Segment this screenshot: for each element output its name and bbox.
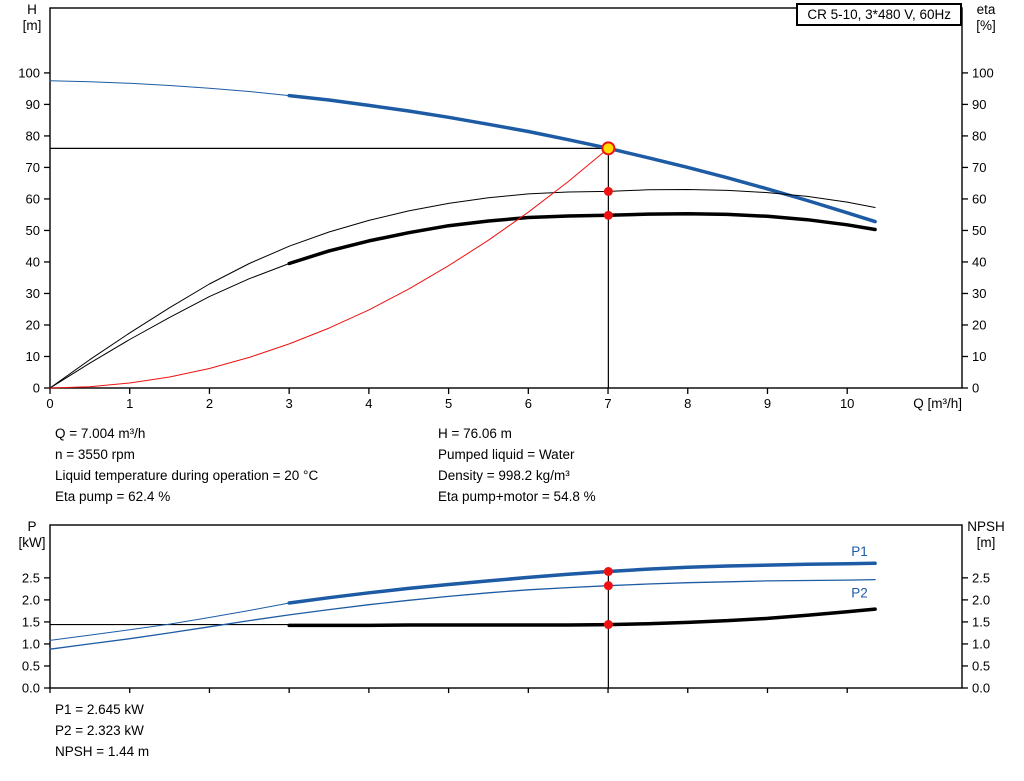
- y-tick-label-right: 2.0: [972, 592, 990, 607]
- head-efficiency-chart: 0 1 2 3 4 5 6 7 8 9 10 0 0 10 10 20 20 30 30 40 40 50 50 60 60 70…: [18, 2, 996, 411]
- npsh-curve: [287, 607, 877, 628]
- p2-label: P2: [851, 586, 868, 601]
- y-right-axis-unit: [%]: [976, 18, 996, 33]
- speed-value: n = 3550 rpm: [55, 447, 135, 462]
- p2-curve: [49, 578, 876, 650]
- npsh-duty-point: [603, 620, 613, 630]
- y-tick-label-right: 1.5: [972, 614, 990, 629]
- y-tick-label-right: 0.5: [972, 658, 990, 673]
- y-tick-label-left: 20: [26, 317, 40, 332]
- x-tick-label: 3: [286, 396, 293, 411]
- y-tick-label-right: 50: [972, 223, 986, 238]
- y-tick-label-left: 40: [26, 254, 40, 269]
- y-tick-label-left: 70: [26, 160, 40, 175]
- duty-point[interactable]: [601, 141, 616, 156]
- y-right-axis-title: eta: [977, 2, 996, 17]
- y-tick-label-left: 30: [26, 286, 40, 301]
- duty-info-left-column: Q = 7.004 m³/h n = 3550 rpm Liquid tempe…: [55, 423, 318, 507]
- y-tick-label-left: 90: [26, 97, 40, 112]
- system-curve: [49, 147, 609, 389]
- y-tick-label-right: 60: [972, 191, 986, 206]
- y-right-axis-unit: [m]: [977, 535, 996, 550]
- x-tick-label: 2: [206, 396, 213, 411]
- pumped-liquid-value: Pumped liquid = Water: [438, 447, 575, 462]
- eta-pump-motor-value: Eta pump+motor = 54.8 %: [438, 489, 596, 504]
- eta-pump-duty-point: [603, 186, 613, 196]
- y-tick-label-left: 0.5: [22, 658, 40, 673]
- y-tick-label-right: 80: [972, 128, 986, 143]
- y-tick-label-right: 100: [972, 65, 994, 80]
- head-value: H = 76.06 m: [438, 426, 512, 441]
- x-axis-title: Q [m³/h]: [913, 396, 962, 411]
- y-tick-label-right: 30: [972, 286, 986, 301]
- y-left-axis-title: H: [27, 2, 37, 17]
- y-tick-label-right: 20: [972, 317, 986, 332]
- eta-pump-motor-curve: [287, 212, 877, 266]
- y-left-axis-unit: [kW]: [19, 535, 46, 550]
- y-tick-label-right: 1.0: [972, 636, 990, 651]
- eta-pump-curve: [49, 189, 876, 389]
- p1-curve: [287, 561, 877, 605]
- x-tick-label: 7: [604, 396, 611, 411]
- power-npsh-chart: 0.0 0.0 0.5 0.5 1.0 1.0 1.5 1.5 2.0 2.0 2.5 2.5 P [kW…: [0, 510, 1024, 706]
- y-tick-label-right: 0: [972, 381, 979, 396]
- power-npsh-chart-svg: 0.0 0.0 0.5 0.5 1.0 1.0 1.5 1.5 2.0 2.0 2.5 2.5 P[kW…: [19, 519, 1005, 696]
- y-right-axis-title: NPSH: [967, 519, 1005, 534]
- y-tick-label-left: 80: [26, 128, 40, 143]
- p2-value: P2 = 2.323 kW: [55, 723, 144, 738]
- y-tick-label-right: 70: [972, 160, 986, 175]
- y-left-axis-title: P: [27, 519, 36, 534]
- x-tick-label: 10: [840, 396, 854, 411]
- y-tick-label-left: 1.0: [22, 636, 40, 651]
- y-tick-label-right: 90: [972, 97, 986, 112]
- y-tick-label-right: 2.5: [972, 570, 990, 585]
- eta-pump-motor-curve-low-flow: [49, 263, 290, 389]
- y-tick-label-right: 0.0: [972, 681, 990, 696]
- x-tick-label: 9: [764, 396, 771, 411]
- x-tick-label: 5: [445, 396, 452, 411]
- p1-curve-low-flow: [49, 602, 290, 641]
- x-tick-label: 6: [525, 396, 532, 411]
- y-tick-label-left: 1.5: [22, 614, 40, 629]
- y-tick-label-left: 2.0: [22, 592, 40, 607]
- p1-duty-point: [603, 566, 613, 576]
- flow-value: Q = 7.004 m³/h: [55, 426, 146, 441]
- density-value: Density = 998.2 kg/m³: [438, 468, 570, 483]
- y-tick-label-left: 0.0: [22, 681, 40, 696]
- power-info-column: P1 = 2.645 kW P2 = 2.323 kW NPSH = 1.44 …: [55, 699, 149, 762]
- p2-duty-point: [603, 581, 613, 591]
- y-tick-label-left: 50: [26, 223, 40, 238]
- x-tick-label: 4: [365, 396, 372, 411]
- p1-value: P1 = 2.645 kW: [55, 702, 144, 717]
- plot-frame: [49, 524, 963, 689]
- y-tick-label-left: 2.5: [22, 570, 40, 585]
- liquid-temperature-value: Liquid temperature during operation = 20…: [55, 468, 319, 483]
- y-tick-label-right: 40: [972, 254, 986, 269]
- y-tick-label-left: 0: [33, 381, 40, 396]
- y-tick-label-right: 10: [972, 349, 986, 364]
- p1-label: P1: [851, 544, 868, 559]
- eta-pump-motor-duty-point: [603, 210, 613, 220]
- head-curve-low-flow: [49, 80, 290, 97]
- x-tick-label: 8: [684, 396, 691, 411]
- y-tick-label-left: 100: [18, 65, 40, 80]
- y-left-axis-unit: [m]: [23, 18, 42, 33]
- y-tick-label-left: 10: [26, 349, 40, 364]
- y-tick-label-left: 60: [26, 191, 40, 206]
- npsh-value: NPSH = 1.44 m: [55, 744, 150, 759]
- duty-info-right-column: H = 76.06 m Pumped liquid = Water Densit…: [438, 423, 596, 507]
- plot-frame: [49, 7, 963, 389]
- eta-pump-value: Eta pump = 62.4 %: [55, 489, 171, 504]
- x-tick-label: 1: [126, 396, 133, 411]
- x-tick-label: 0: [46, 396, 53, 411]
- pump-model-title: CR 5-10, 3*480 V, 60Hz: [796, 3, 962, 26]
